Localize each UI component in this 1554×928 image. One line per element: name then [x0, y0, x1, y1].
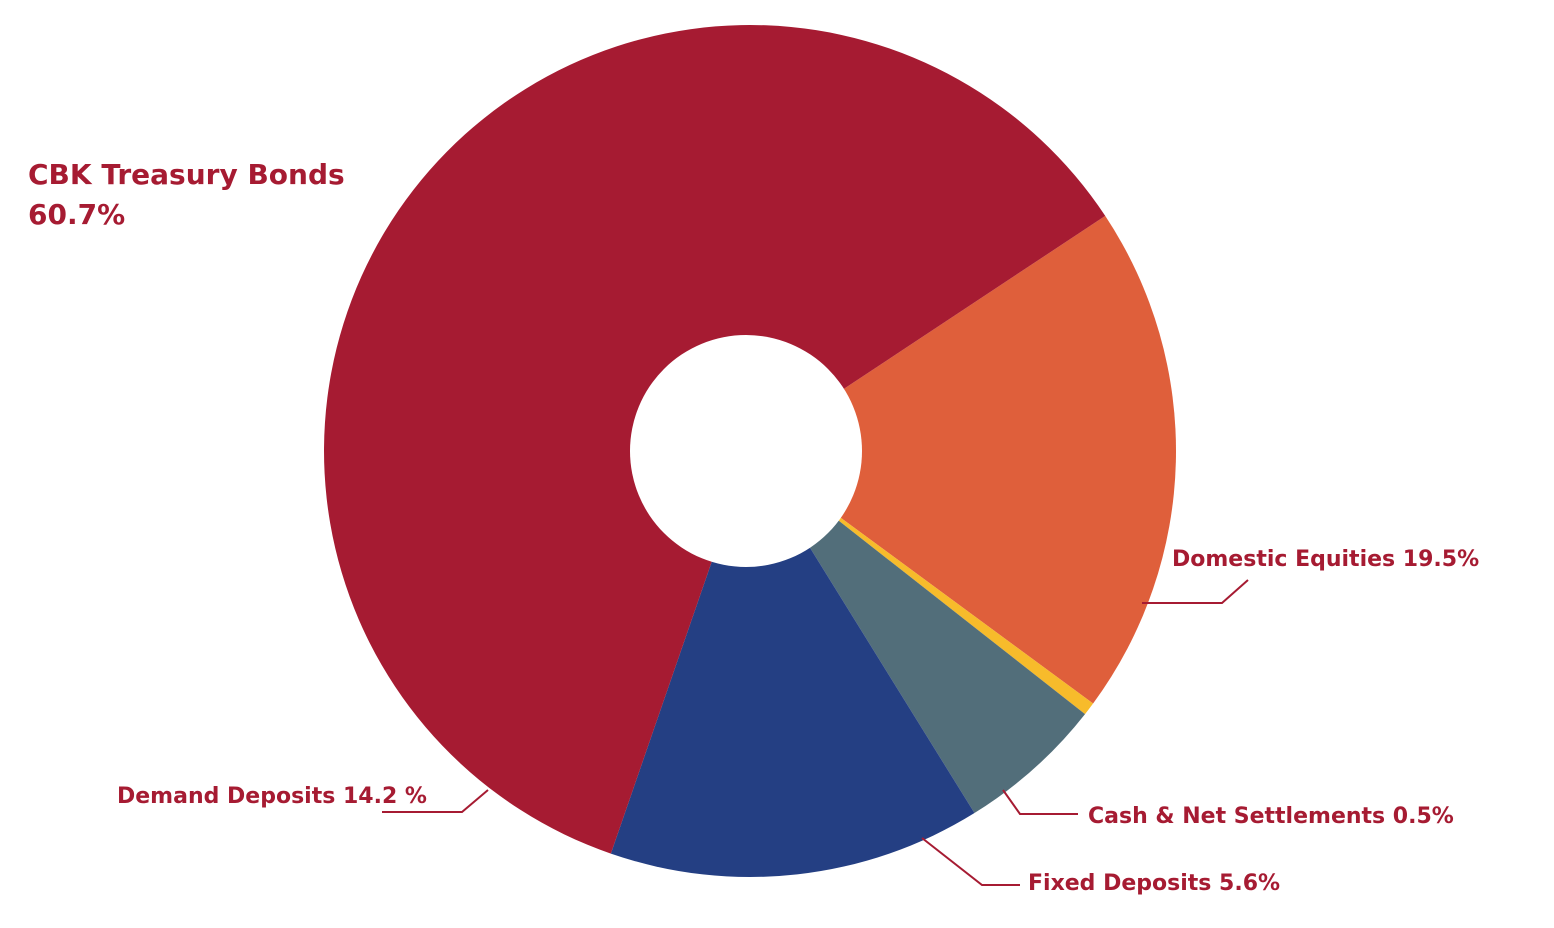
leader-fixed-deposits	[921, 837, 1020, 886]
label-domestic-equities: Domestic Equities 19.5%	[1172, 547, 1479, 572]
slice-fixed-deposits	[750, 451, 1086, 814]
leader-domestic-equities	[1142, 579, 1249, 604]
label-demand-deposits: Demand Deposits 14.2 %	[117, 784, 427, 809]
slice-demand-deposits	[610, 451, 975, 877]
donut-hole	[630, 335, 862, 567]
label-cash-net-settlements: Cash & Net Settlements 0.5%	[1088, 804, 1454, 829]
leader-cash-net-settlements	[1002, 789, 1078, 815]
leader-demand-deposits	[382, 789, 489, 813]
label-fixed-deposits: Fixed Deposits 5.6%	[1028, 871, 1280, 896]
slice-domestic-equities	[750, 215, 1177, 704]
label-treasury-bonds: CBK Treasury Bonds	[28, 158, 345, 191]
label-treasury-bonds-value: 60.7%	[28, 198, 125, 231]
